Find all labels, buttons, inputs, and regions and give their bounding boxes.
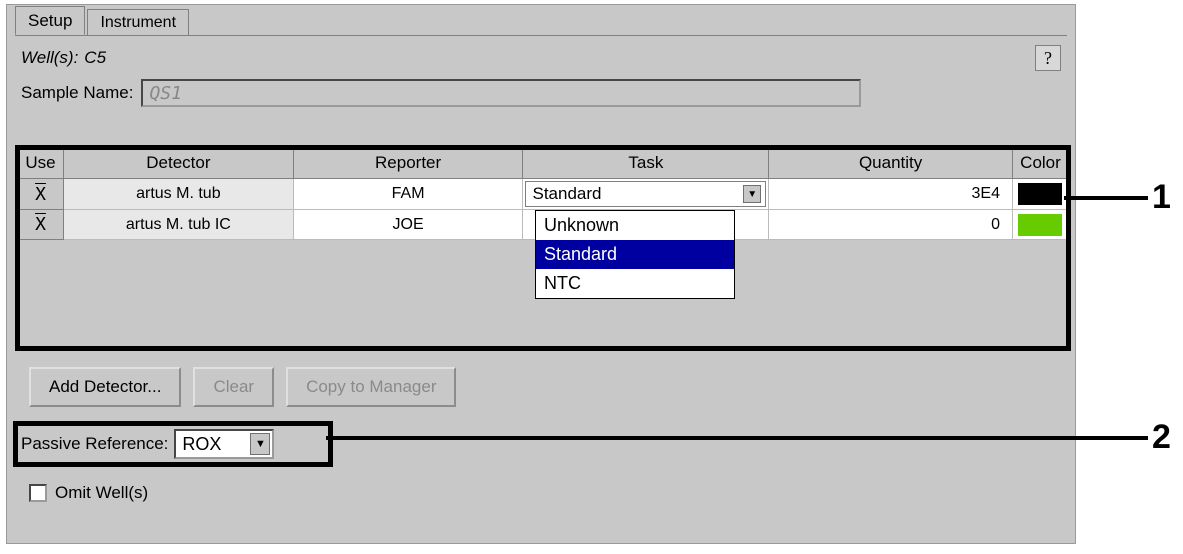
wells-value: C5 (84, 48, 106, 68)
task-value: Standard (532, 184, 601, 204)
task-dropdown-list[interactable]: Unknown Standard NTC (535, 210, 735, 299)
clear-button[interactable]: Clear (193, 367, 274, 407)
tab-setup[interactable]: Setup (15, 6, 85, 35)
col-detector[interactable]: Detector (63, 148, 293, 179)
passive-reference-value: ROX (182, 434, 221, 455)
task-option-ntc[interactable]: NTC (536, 269, 734, 298)
wells-row: Well(s): C5 ? (7, 35, 1075, 73)
reporter-cell: JOE (293, 210, 523, 240)
reporter-cell: FAM (293, 179, 523, 210)
button-row: Add Detector... Clear Copy to Manager (29, 367, 456, 407)
wells-label: Well(s): (21, 48, 78, 68)
sample-row: Sample Name: (7, 73, 1075, 115)
detector-cell[interactable]: artus M. tub (63, 179, 293, 210)
tab-instrument[interactable]: Instrument (87, 9, 189, 35)
callout-number-1: 1 (1152, 178, 1171, 217)
tab-divider (15, 35, 1067, 36)
omit-wells-row: Omit Well(s) (29, 483, 148, 503)
copy-to-manager-button[interactable]: Copy to Manager (286, 367, 456, 407)
sample-name-label: Sample Name: (21, 83, 133, 103)
col-quantity[interactable]: Quantity (769, 148, 1013, 179)
passive-reference-label: Passive Reference: (21, 434, 168, 454)
task-option-standard[interactable]: Standard (536, 240, 734, 269)
col-color[interactable]: Color (1012, 148, 1068, 179)
task-select[interactable]: Standard ▼ (525, 181, 766, 207)
omit-wells-label: Omit Well(s) (55, 483, 148, 503)
callout-number-2: 2 (1152, 418, 1171, 457)
help-button[interactable]: ? (1035, 45, 1061, 71)
detector-cell[interactable]: artus M. tub IC (63, 210, 293, 240)
setup-panel: Setup Instrument Well(s): C5 ? Sample Na… (6, 4, 1076, 544)
task-option-unknown[interactable]: Unknown (536, 211, 734, 240)
color-swatch (1018, 214, 1062, 236)
add-detector-button[interactable]: Add Detector... (29, 367, 181, 407)
use-checkbox[interactable]: X (18, 210, 64, 240)
col-use[interactable]: Use (18, 148, 64, 179)
passive-reference-select[interactable]: ROX ▼ (174, 429, 274, 459)
color-cell (1012, 210, 1068, 240)
sample-name-input[interactable] (141, 79, 861, 107)
chevron-down-icon[interactable]: ▼ (743, 185, 761, 203)
color-cell (1012, 179, 1068, 210)
table-header-row: Use Detector Reporter Task Quantity Colo… (18, 148, 1069, 179)
quantity-cell[interactable]: 0 (769, 210, 1013, 240)
use-checkbox[interactable]: X (18, 179, 64, 210)
color-swatch (1018, 183, 1062, 205)
quantity-cell[interactable]: 3E4 (769, 179, 1013, 210)
tab-strip: Setup Instrument (7, 5, 1075, 35)
col-reporter[interactable]: Reporter (293, 148, 523, 179)
callout-leader-2 (326, 436, 1148, 440)
omit-wells-checkbox[interactable] (29, 484, 47, 502)
chevron-down-icon[interactable]: ▼ (250, 433, 270, 455)
table-row: X artus M. tub FAM Standard ▼ 3E4 (18, 179, 1069, 210)
col-task[interactable]: Task (523, 148, 769, 179)
callout-leader-1 (1064, 196, 1148, 200)
passive-reference-row: Passive Reference: ROX ▼ (21, 429, 274, 459)
task-cell[interactable]: Standard ▼ (523, 179, 769, 210)
